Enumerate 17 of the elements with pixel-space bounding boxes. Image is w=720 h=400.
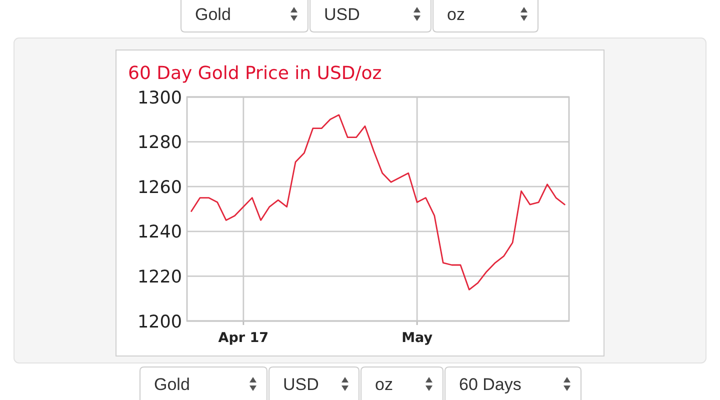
text: USD bbox=[283, 375, 319, 394]
text: oz bbox=[447, 5, 465, 24]
x-tick-label: May bbox=[402, 330, 433, 346]
text: USD bbox=[324, 5, 360, 24]
chart-title: 60 Day Gold Price in USD/oz bbox=[128, 63, 382, 84]
text: Gold bbox=[154, 375, 190, 394]
y-tick-label: 1300 bbox=[137, 88, 182, 108]
y-tick-label: 1260 bbox=[137, 178, 182, 198]
text: Gold bbox=[195, 5, 231, 24]
text: oz bbox=[375, 375, 393, 394]
y-tick-label: 1280 bbox=[137, 133, 182, 154]
x-tick-label: Apr 17 bbox=[218, 330, 269, 346]
y-tick-label: 1200 bbox=[137, 312, 182, 332]
text: 60 Days bbox=[459, 375, 522, 394]
line-series bbox=[190, 114, 566, 290]
y-tick-label: 1240 bbox=[137, 222, 182, 243]
y-tick-label: 1220 bbox=[137, 268, 182, 288]
